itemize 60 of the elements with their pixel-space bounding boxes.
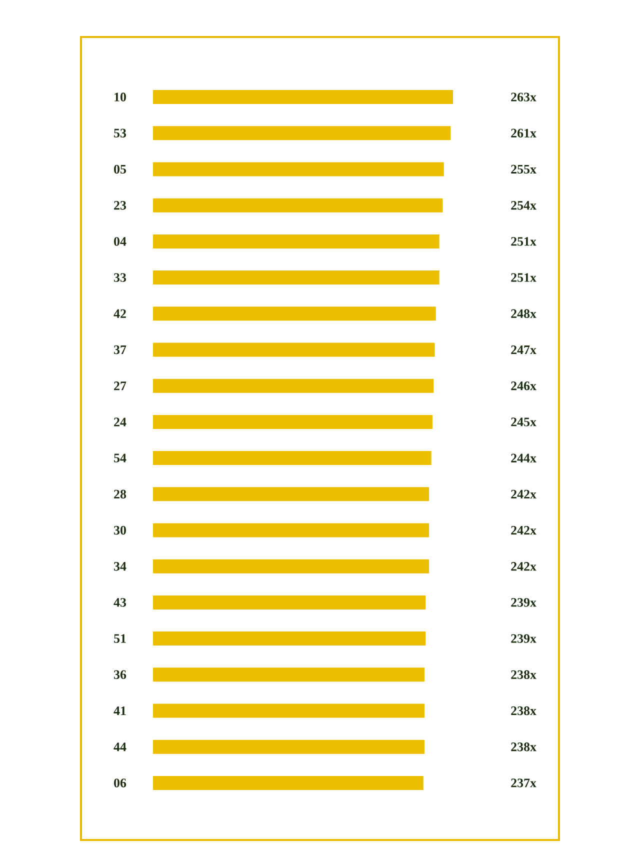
y-tick-label: 43 [114, 598, 126, 607]
data-label: 245x [511, 418, 536, 426]
bar [153, 740, 424, 754]
bar [153, 704, 424, 718]
y-tick-label: 10 [114, 92, 126, 102]
bar [153, 162, 444, 176]
bar [153, 342, 435, 357]
y-tick-label: 51 [114, 634, 126, 643]
y-tick-label: 36 [114, 670, 126, 679]
data-label: 238x [511, 706, 536, 716]
data-label: 238x [511, 670, 536, 680]
data-label: 255x [511, 164, 536, 174]
y-tick-label: 37 [114, 345, 126, 354]
data-label: 248x [511, 309, 536, 318]
bar [153, 776, 424, 790]
data-label: 251x [511, 237, 536, 246]
y-tick-label: 53 [114, 128, 126, 138]
bar [153, 595, 426, 610]
data-label: 242x [511, 526, 536, 535]
bar [153, 90, 453, 104]
y-tick-label: 23 [114, 200, 126, 210]
data-label: 237x [511, 778, 536, 788]
data-label: 242x [511, 490, 536, 498]
y-tick-label: 30 [114, 526, 126, 535]
bar [153, 451, 432, 466]
bar [153, 306, 436, 321]
data-label: 263x [511, 92, 536, 102]
y-tick-label: 27 [114, 382, 126, 390]
data-label: 244x [511, 454, 536, 462]
bar [153, 668, 424, 682]
y-tick-label: 33 [114, 273, 126, 282]
bar [153, 198, 443, 212]
y-tick-label: 44 [114, 742, 126, 752]
y-tick-label: 28 [114, 490, 126, 499]
data-label: 239x [511, 634, 536, 643]
bar [153, 270, 440, 285]
y-tick-label: 04 [114, 237, 126, 246]
data-label: 261x [511, 128, 536, 138]
bar [153, 414, 432, 429]
y-tick-label: 24 [114, 418, 126, 426]
y-tick-label: 54 [114, 454, 126, 462]
data-label: 254x [511, 200, 536, 210]
bar [153, 632, 426, 646]
data-label: 251x [511, 273, 536, 282]
y-tick-label: 34 [114, 562, 126, 571]
y-tick-label: 06 [114, 778, 126, 788]
data-label: 246x [511, 381, 536, 390]
bar [153, 559, 430, 574]
bar [153, 126, 451, 140]
data-label: 239x [511, 598, 536, 607]
data-label: 247x [511, 345, 536, 354]
data-label: 238x [511, 742, 536, 752]
bar [153, 234, 440, 248]
bar [153, 523, 430, 538]
bar [153, 487, 430, 502]
bar [153, 378, 434, 393]
y-tick-label: 05 [114, 164, 126, 174]
y-tick-label: 41 [114, 706, 126, 716]
y-tick-label: 42 [114, 309, 126, 318]
data-label: 242x [511, 562, 536, 571]
